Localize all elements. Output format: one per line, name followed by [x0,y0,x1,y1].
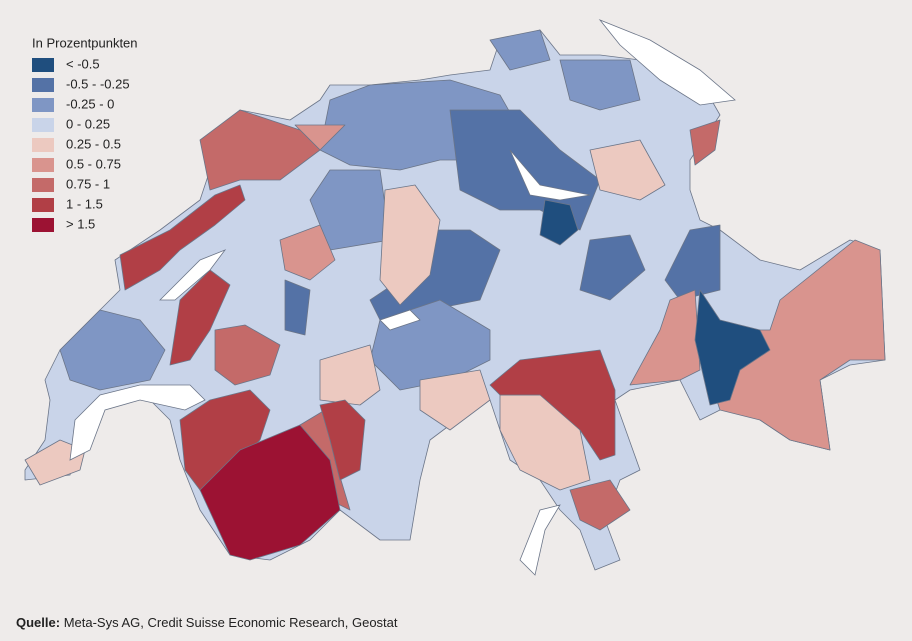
source: Quelle: Meta-Sys AG, Credit Suisse Econo… [16,615,398,630]
lake [379,309,421,331]
legend-swatch [32,58,54,72]
region [24,439,86,486]
legend-label: 0 - 0.25 [66,116,110,131]
lake [598,19,736,106]
legend-swatch [32,78,54,92]
region [319,344,381,406]
region [59,309,166,391]
lake [69,384,206,461]
legend-label: -0.5 - -0.25 [66,76,130,91]
legend-swatch [32,98,54,112]
regions [24,29,886,571]
lakes [69,19,736,576]
lake [509,149,591,201]
region [569,479,631,531]
legend-swatch [32,118,54,132]
legend: < -0.5 -0.5 - -0.25 -0.25 - 0 0 - 0.25 0.25 … [32,56,130,232]
region [199,109,321,191]
region [489,29,551,71]
region [179,389,271,491]
legend-swatch [32,138,54,152]
legend-swatch [32,198,54,212]
legend-label: 1 - 1.5 [66,196,103,211]
legend-swatch [32,218,54,232]
lake [519,504,561,576]
region [689,119,721,166]
region [559,59,641,111]
region [119,184,246,291]
source-label: Quelle: [16,615,60,630]
region [539,199,579,246]
region [694,289,771,406]
legend-swatch [32,178,54,192]
region [279,224,336,281]
legend-label: < -0.5 [66,56,100,71]
region [199,424,341,561]
legend-label: > 1.5 [66,216,95,231]
region [589,139,666,201]
region [489,349,616,461]
legend-label: 0.75 - 1 [66,176,110,191]
legend-label: 0.5 - 0.75 [66,156,121,171]
region [419,369,491,431]
legend-label: 0.25 - 0.5 [66,136,121,151]
region [214,324,281,386]
region [629,289,701,386]
region [579,234,646,301]
legend-label: -0.25 - 0 [66,96,114,111]
region [284,279,311,336]
region [379,184,441,306]
source-text: Meta-Sys AG, Credit Suisse Economic Rese… [64,615,398,630]
lake [159,249,227,301]
legend-swatch [32,158,54,172]
region [309,169,391,251]
legend-title: In Prozentpunkten [32,35,138,50]
region [319,399,366,481]
